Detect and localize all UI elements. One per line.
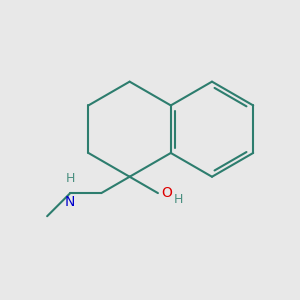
- Text: O: O: [161, 186, 172, 200]
- Text: H: H: [173, 193, 183, 206]
- Text: H: H: [66, 172, 75, 185]
- Text: N: N: [65, 195, 75, 208]
